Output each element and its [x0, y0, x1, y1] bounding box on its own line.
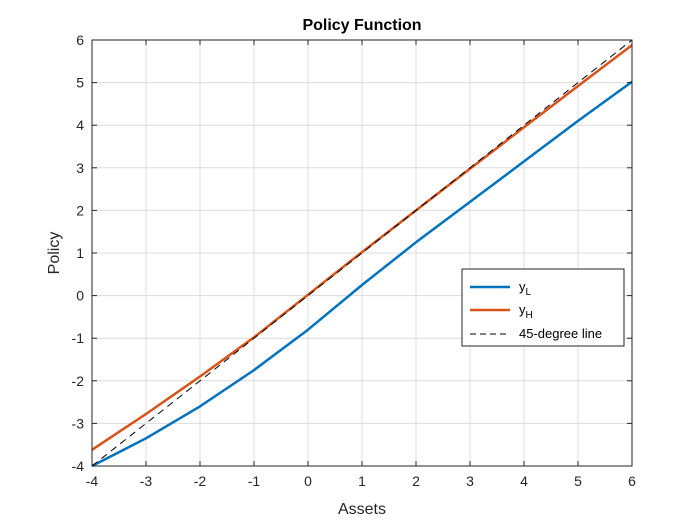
chart-title: Policy Function — [302, 17, 421, 34]
y-tick-label: -1 — [72, 330, 85, 346]
series-lines — [91, 39, 633, 468]
x-tick-label: -2 — [194, 473, 207, 489]
y-tick-label: -4 — [72, 458, 85, 474]
x-tick-label: 5 — [574, 473, 582, 489]
y-tick-label: 2 — [76, 202, 84, 218]
y-tick-label: 3 — [76, 160, 84, 176]
legend-entry-y-h: yH — [519, 302, 533, 321]
legend-entry-y-l: yL — [519, 279, 532, 298]
legend-entry-y-h-base: y — [519, 302, 526, 317]
series-line-y-l — [91, 80, 633, 468]
legend-entry-y-l-base: y — [519, 279, 526, 294]
y-tick-label: 6 — [76, 32, 84, 48]
legend: yL yH 45-degree line — [461, 268, 625, 347]
x-tick-label: 1 — [358, 473, 366, 489]
y-tick-label: 1 — [76, 245, 84, 261]
y-axis-label: Policy — [46, 232, 63, 275]
y-tick-label: 0 — [76, 288, 84, 304]
y-tick-label: 5 — [76, 75, 84, 91]
legend-entry-y-l-sub: L — [526, 287, 532, 298]
x-tick-label: 3 — [466, 473, 474, 489]
x-tick-label: 0 — [304, 473, 312, 489]
x-tick-label: 6 — [628, 473, 636, 489]
series-line-y-h — [91, 44, 633, 451]
x-tick-label: -4 — [86, 473, 99, 489]
x-tick-label: -1 — [248, 473, 261, 489]
y-tick-label: -3 — [72, 415, 85, 431]
x-axis-label: Assets — [338, 501, 386, 518]
legend-box — [461, 268, 625, 347]
legend-entry-45-degree: 45-degree line — [519, 326, 602, 341]
y-tick-label: 4 — [76, 117, 84, 133]
x-tick-label: 4 — [520, 473, 528, 489]
y-tick-label: -2 — [72, 373, 85, 389]
series-line-45-degree — [91, 39, 633, 467]
x-tick-label: 2 — [412, 473, 420, 489]
x-tick-label: -3 — [140, 473, 153, 489]
legend-entry-y-h-sub: H — [526, 310, 533, 321]
ticks: -4 -3 -2 -1 0 1 2 3 4 5 6 -4 -3 -2 -1 0 1 2 3 4 5 6 — [72, 32, 637, 489]
